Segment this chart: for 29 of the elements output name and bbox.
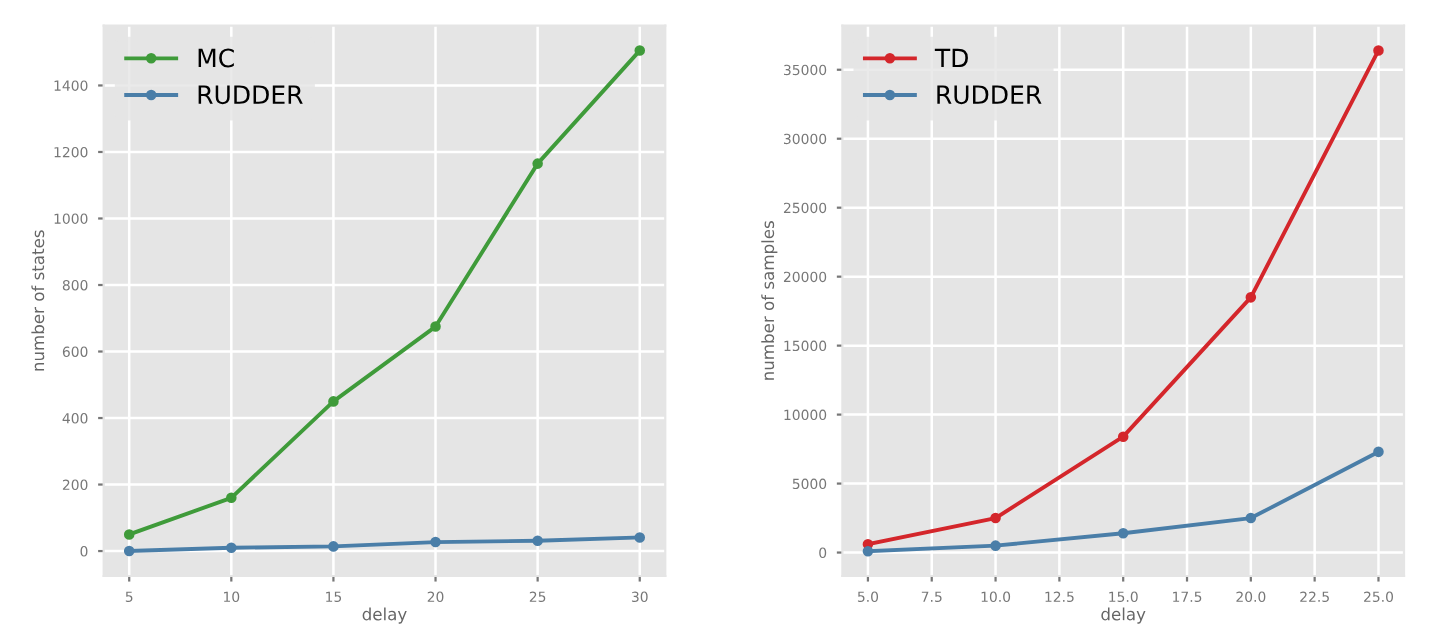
point	[634, 45, 646, 56]
point	[123, 529, 135, 540]
point	[1117, 431, 1129, 442]
point	[532, 158, 543, 169]
y-axis-title: number of samples	[761, 221, 778, 380]
point	[990, 512, 1001, 524]
point	[1117, 527, 1129, 539]
point	[226, 492, 237, 504]
legend-label: RUDDER	[937, 85, 1042, 105]
point	[1373, 446, 1384, 458]
point	[862, 545, 874, 557]
point	[328, 541, 339, 552]
point	[430, 536, 441, 548]
point	[430, 321, 441, 332]
x-axis-title: delay	[1101, 607, 1146, 624]
y-axis-title: number of states	[31, 230, 45, 371]
legend-label: RUDDER	[198, 85, 303, 105]
point	[123, 545, 135, 557]
point	[1245, 292, 1257, 303]
x-axis-title: delay	[362, 607, 407, 624]
point	[226, 542, 237, 554]
legend-label: MC	[198, 48, 234, 68]
point	[532, 535, 543, 547]
point	[634, 532, 646, 543]
point	[1245, 512, 1257, 524]
point	[328, 396, 339, 407]
legend-label: TD	[934, 48, 968, 68]
point	[990, 540, 1001, 551]
point	[1373, 45, 1384, 56]
